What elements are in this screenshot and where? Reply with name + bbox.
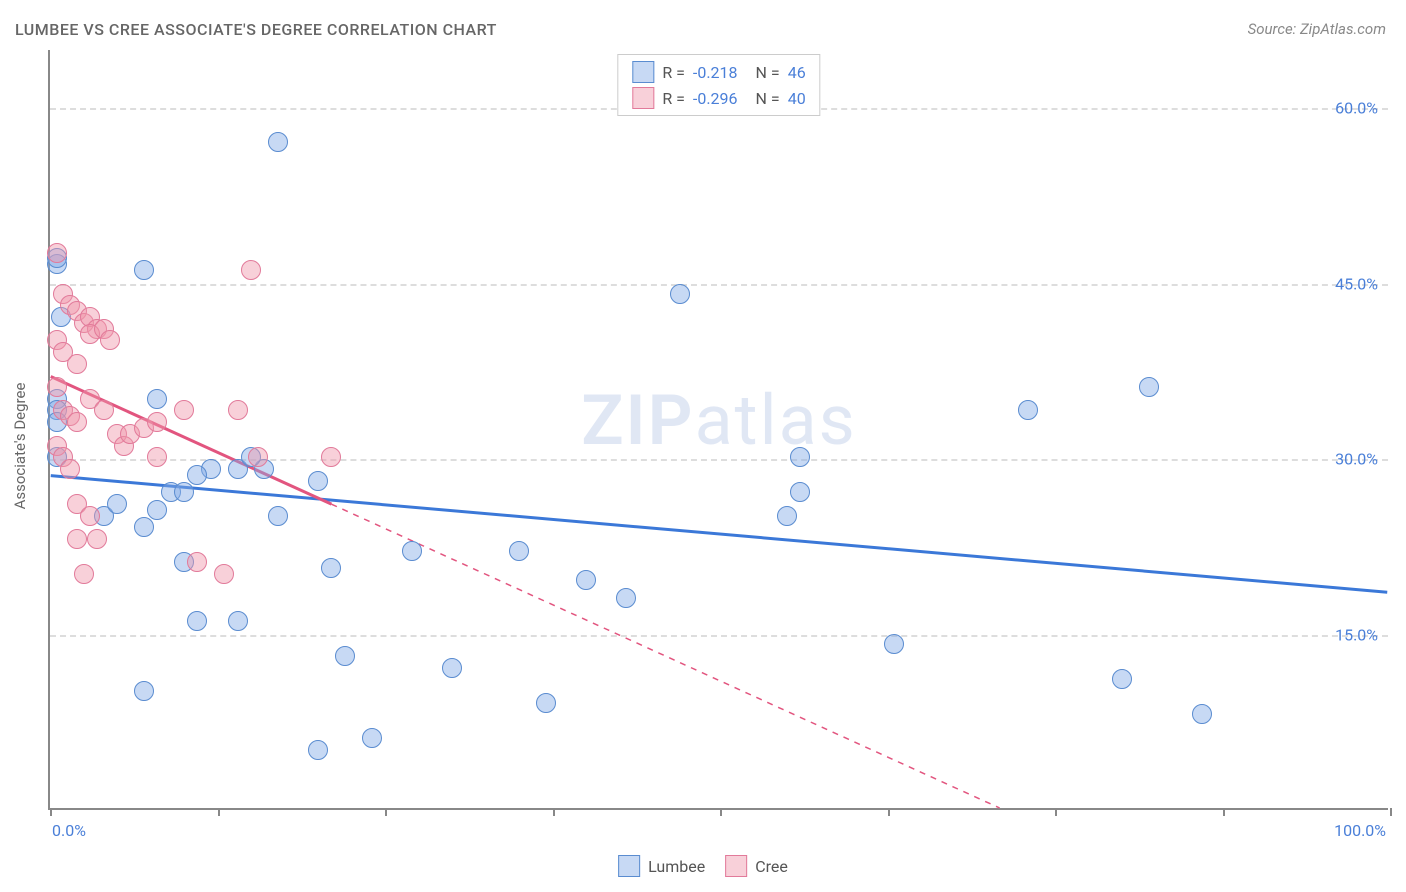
scatter-point <box>134 517 154 537</box>
legend-r-prefix: R = <box>662 63 685 82</box>
x-tick-label: 0.0% <box>52 821 86 840</box>
source-attribution: Source: ZipAtlas.com <box>1248 20 1386 38</box>
x-tick <box>553 808 555 816</box>
trend-line-solid <box>51 476 1387 593</box>
scatter-point <box>80 506 100 526</box>
legend-n-prefix: N = <box>756 89 780 108</box>
scatter-point <box>134 260 154 280</box>
x-tick <box>218 808 220 816</box>
scatter-point <box>147 447 167 467</box>
y-axis-label: Associate's Degree <box>11 383 29 510</box>
scatter-point <box>147 389 167 409</box>
scatter-point <box>74 564 94 584</box>
scatter-point <box>248 447 268 467</box>
scatter-point <box>47 377 67 397</box>
scatter-point <box>308 471 328 491</box>
scatter-point <box>321 558 341 578</box>
scatter-point <box>402 541 422 561</box>
legend-n-prefix: N = <box>756 63 780 82</box>
scatter-point <box>1112 669 1132 689</box>
scatter-point <box>335 646 355 666</box>
scatter-point <box>777 506 797 526</box>
scatter-point <box>174 482 194 502</box>
scatter-point <box>67 529 87 549</box>
x-tick <box>1055 808 1057 816</box>
x-tick <box>888 808 890 816</box>
x-tick <box>720 808 722 816</box>
legend-n-value: 40 <box>788 89 806 108</box>
x-tick <box>1223 808 1225 816</box>
scatter-point <box>228 400 248 420</box>
scatter-point <box>509 541 529 561</box>
series-legend: Lumbee Cree <box>618 855 788 877</box>
x-tick <box>1390 808 1392 816</box>
scatter-point <box>790 482 810 502</box>
x-tick <box>385 808 387 816</box>
legend-swatch <box>632 87 654 109</box>
scatter-point <box>884 634 904 654</box>
legend-n-value: 46 <box>788 63 806 82</box>
legend-r-value: -0.296 <box>693 89 738 108</box>
legend-swatch <box>632 61 654 83</box>
scatter-point <box>670 284 690 304</box>
scatter-point <box>616 588 636 608</box>
legend-swatch <box>725 855 747 877</box>
scatter-point <box>187 611 207 631</box>
scatter-point <box>1018 400 1038 420</box>
series-legend-item: Lumbee <box>618 855 705 877</box>
scatter-point <box>268 132 288 152</box>
series-name: Cree <box>755 857 788 876</box>
scatter-point <box>187 465 207 485</box>
scatter-point <box>67 412 87 432</box>
scatter-point <box>308 740 328 760</box>
series-legend-item: Cree <box>725 855 788 877</box>
legend-swatch <box>618 855 640 877</box>
scatter-point <box>241 260 261 280</box>
scatter-point <box>134 681 154 701</box>
correlation-legend: R = -0.218 N = 46 R = -0.296 N = 40 <box>617 54 820 116</box>
scatter-point <box>67 354 87 374</box>
x-tick-label: 100.0% <box>1334 821 1386 840</box>
scatter-point <box>536 693 556 713</box>
scatter-point <box>87 529 107 549</box>
scatter-point <box>321 447 341 467</box>
scatter-point <box>147 412 167 432</box>
scatter-chart: ZIPatlas 15.0%30.0%45.0%60.0% 0.0%100.0%… <box>48 50 1388 810</box>
chart-title: LUMBEE VS CREE ASSOCIATE'S DEGREE CORREL… <box>15 20 497 39</box>
scatter-point <box>228 611 248 631</box>
scatter-point <box>576 570 596 590</box>
scatter-point <box>147 500 167 520</box>
legend-r-value: -0.218 <box>693 63 738 82</box>
scatter-point <box>1139 377 1159 397</box>
scatter-point <box>100 330 120 350</box>
scatter-point <box>442 658 462 678</box>
scatter-point <box>107 494 127 514</box>
scatter-point <box>1192 704 1212 724</box>
scatter-point <box>362 728 382 748</box>
scatter-point <box>214 564 234 584</box>
legend-row: R = -0.218 N = 46 <box>632 59 805 85</box>
legend-r-prefix: R = <box>662 89 685 108</box>
scatter-point <box>268 506 288 526</box>
scatter-point <box>60 459 80 479</box>
scatter-point <box>174 400 194 420</box>
legend-row: R = -0.296 N = 40 <box>632 85 805 111</box>
series-name: Lumbee <box>648 857 705 876</box>
trend-lines <box>50 50 1388 808</box>
scatter-point <box>790 447 810 467</box>
scatter-point <box>47 243 67 263</box>
scatter-point <box>187 552 207 572</box>
x-tick <box>50 808 52 816</box>
scatter-point <box>94 400 114 420</box>
